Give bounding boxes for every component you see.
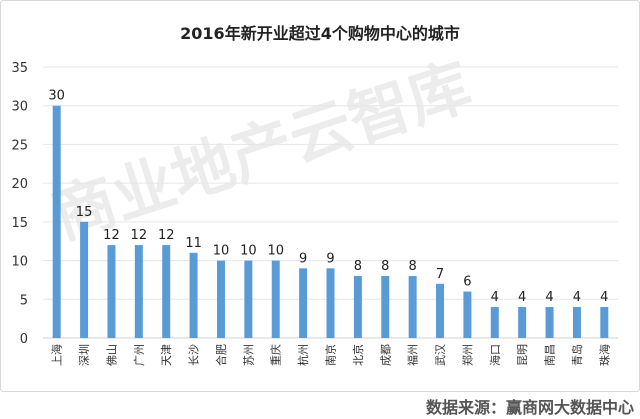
- bar: [162, 245, 171, 338]
- y-tick-label: 20: [11, 177, 28, 192]
- data-label: 4: [545, 290, 553, 305]
- bar: [381, 276, 390, 338]
- bar: [436, 283, 445, 338]
- bar: [572, 307, 581, 338]
- bar: [189, 252, 198, 338]
- x-tick-label: 海口: [488, 344, 502, 366]
- data-label: 8: [381, 259, 389, 274]
- bar: [353, 276, 362, 338]
- bar: [107, 245, 116, 338]
- x-tick-label: 南京: [324, 344, 338, 366]
- bar: [545, 307, 554, 338]
- bar: [600, 307, 609, 338]
- x-tick-label: 青岛: [570, 344, 584, 366]
- data-label: 4: [518, 290, 526, 305]
- data-label: 4: [573, 290, 581, 305]
- bar: [299, 268, 308, 338]
- bar-chart: 0 5 10 15 20 25 30 35 30 上海 15 深圳 12 佛山 12 广州 12 天津 11 长沙 10…: [11, 61, 618, 366]
- x-tick-label: 昆明: [516, 344, 529, 366]
- source-note: 数据来源：赢商网大数据中心: [425, 398, 634, 417]
- data-label: 10: [213, 244, 230, 259]
- x-tick-label: 珠海: [597, 344, 611, 366]
- data-label: 12: [131, 228, 148, 243]
- data-label: 10: [240, 244, 257, 259]
- bar: [326, 268, 335, 338]
- data-label: 11: [185, 236, 202, 251]
- bar: [463, 291, 472, 338]
- bar: [271, 260, 280, 338]
- x-tick-label: 深圳: [78, 344, 91, 366]
- x-tick-label: 北京: [351, 344, 365, 366]
- bar: [134, 245, 143, 338]
- y-tick-label: 30: [11, 100, 28, 115]
- data-label: 7: [436, 267, 444, 282]
- data-label: 4: [491, 290, 499, 305]
- x-tick-label: 南昌: [544, 344, 557, 366]
- x-tick-label: 郑州: [460, 344, 474, 366]
- bar: [408, 276, 417, 338]
- bar: [216, 260, 225, 338]
- y-tick-label: 0: [20, 332, 28, 347]
- bar: [518, 307, 527, 338]
- bar: [490, 307, 499, 338]
- x-tick-label: 福州: [406, 344, 420, 366]
- bar: [244, 260, 253, 338]
- data-label: 8: [354, 259, 362, 274]
- x-tick-label: 杭州: [296, 344, 310, 366]
- data-label: 12: [103, 228, 120, 243]
- bar: [52, 105, 61, 338]
- data-label: 12: [158, 228, 175, 243]
- data-label: 6: [463, 275, 471, 290]
- bar: [80, 221, 89, 338]
- x-tick-label: 天津: [160, 344, 173, 366]
- data-label: 9: [326, 251, 334, 266]
- y-tick-label: 10: [11, 255, 28, 270]
- y-tick-label: 25: [11, 138, 28, 153]
- y-tick-label: 15: [11, 216, 28, 231]
- x-tick-label: 广州: [133, 344, 146, 366]
- x-tick-label: 上海: [50, 344, 64, 366]
- data-label: 9: [299, 251, 307, 266]
- data-label: 8: [409, 259, 417, 274]
- chart-title: 2016年新开业超过4个购物中心的城市: [180, 24, 460, 43]
- chart-frame: [0, 0, 640, 392]
- x-tick-label: 合肥: [214, 344, 228, 366]
- x-tick-label: 佛山: [105, 344, 118, 366]
- x-tick-label: 成都: [379, 344, 392, 366]
- data-label: 30: [48, 89, 65, 104]
- x-tick-label: 苏州: [242, 344, 255, 366]
- y-tick-label: 5: [20, 293, 28, 308]
- y-tick-label: 35: [11, 61, 28, 76]
- data-label: 15: [76, 205, 93, 220]
- data-label: 4: [600, 290, 608, 305]
- x-tick-label: 重庆: [269, 344, 283, 366]
- x-tick-label: 武汉: [434, 344, 447, 366]
- data-label: 10: [267, 244, 284, 259]
- x-tick-label: 长沙: [188, 344, 201, 366]
